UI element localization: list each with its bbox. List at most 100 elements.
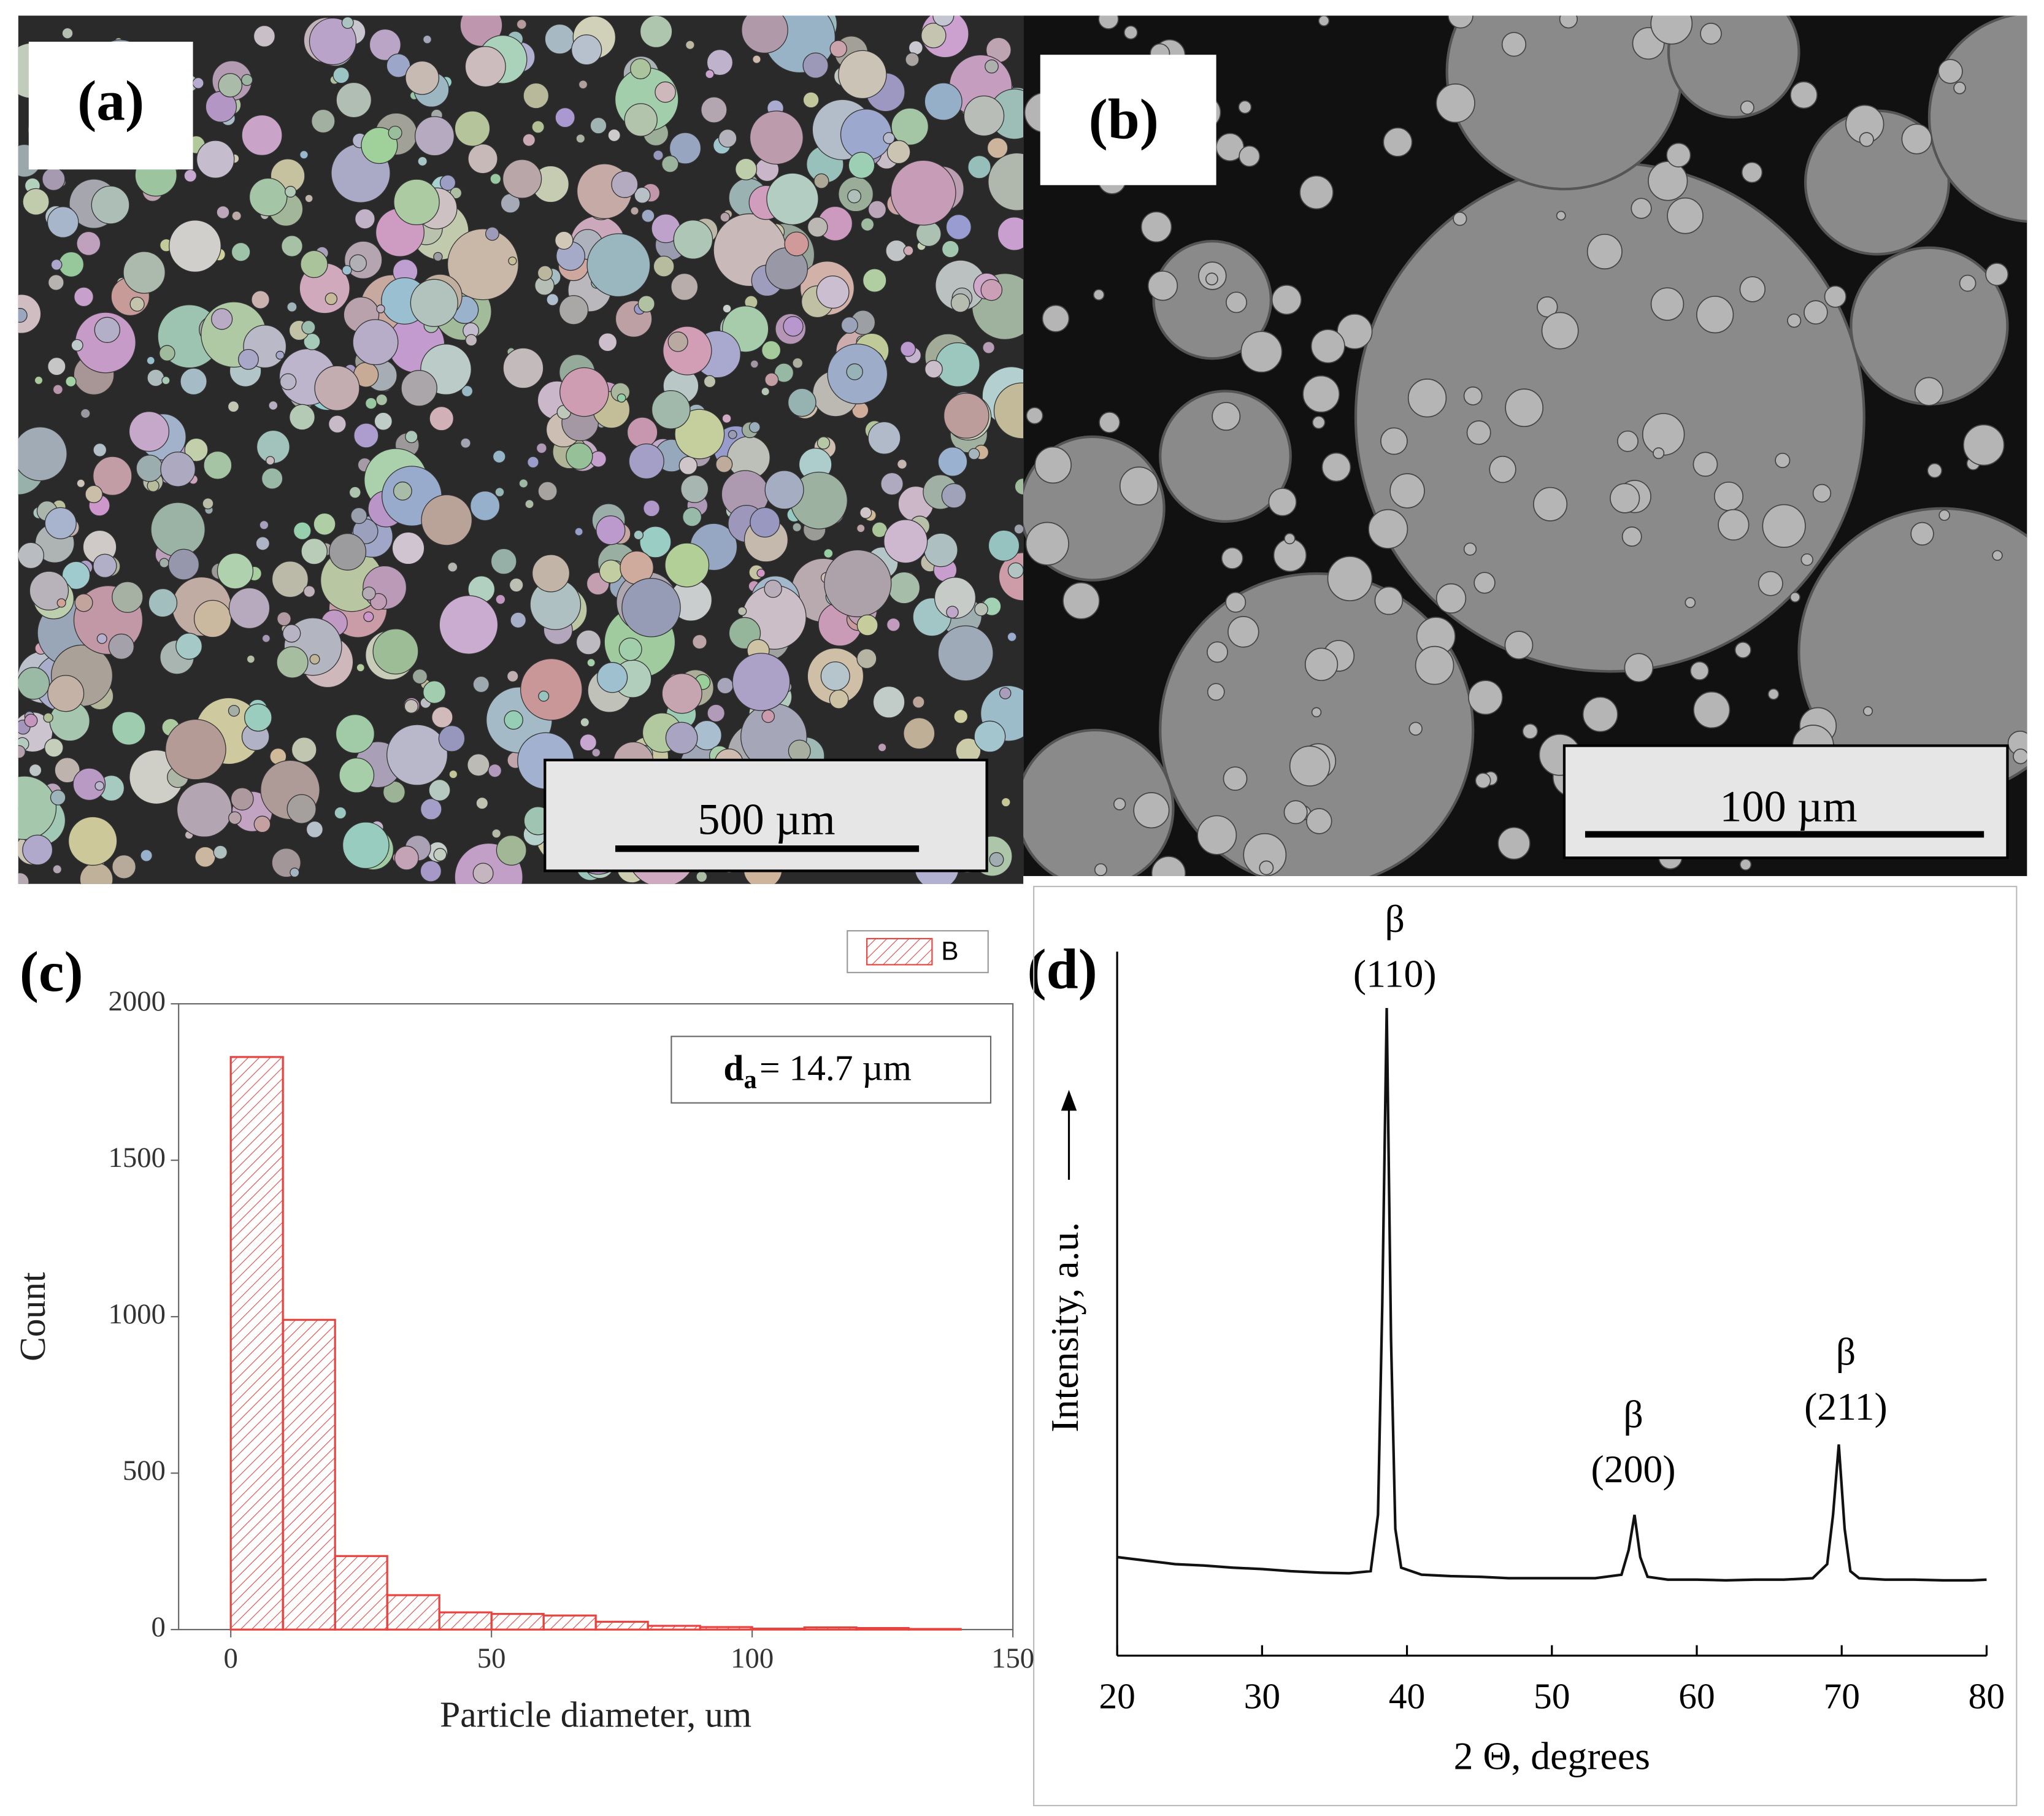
particle — [880, 472, 904, 496]
particle — [352, 319, 399, 366]
particle — [1212, 402, 1241, 431]
particle — [1312, 415, 1326, 429]
particle — [1953, 82, 1966, 94]
scale-box — [544, 758, 988, 872]
particle — [967, 155, 991, 179]
particle — [301, 537, 328, 565]
particle — [924, 360, 943, 379]
particle — [300, 250, 328, 279]
particle — [1689, 661, 1710, 680]
particle — [516, 19, 527, 30]
particle — [665, 721, 698, 755]
particle — [341, 16, 354, 29]
particle — [393, 481, 412, 501]
particle — [72, 768, 106, 801]
particle — [937, 447, 968, 477]
particle — [492, 450, 506, 464]
particle — [945, 214, 972, 240]
particle — [641, 209, 655, 223]
particle — [34, 375, 44, 385]
particle — [728, 429, 737, 439]
y-tick-label: 500 — [123, 1455, 166, 1487]
particle — [271, 561, 309, 598]
particle — [886, 617, 901, 632]
particle — [1062, 582, 1100, 620]
particle — [750, 360, 759, 369]
particle — [74, 287, 94, 307]
particle — [439, 595, 499, 655]
particle — [1098, 15, 1119, 29]
particle — [1283, 800, 1308, 825]
particle — [1800, 553, 1813, 566]
particle — [339, 757, 375, 793]
particle — [1228, 616, 1259, 648]
particle — [1713, 481, 1744, 512]
particle — [950, 293, 970, 313]
particle — [692, 634, 707, 650]
particle — [374, 412, 393, 431]
particle — [350, 507, 367, 525]
particle — [1504, 631, 1534, 660]
particle — [1616, 430, 1639, 452]
particle — [921, 23, 947, 48]
particle — [1304, 647, 1339, 682]
x-axis-label: Particle diameter, um — [440, 1694, 751, 1734]
particle — [241, 114, 283, 156]
particle — [140, 849, 153, 862]
particle — [520, 658, 583, 721]
scale-label: 500 µm — [697, 795, 835, 844]
particle — [202, 498, 214, 510]
particle — [1985, 263, 2009, 287]
particle — [718, 129, 737, 148]
particle — [438, 725, 466, 752]
particle — [433, 252, 443, 262]
particle — [838, 50, 887, 99]
particle — [353, 423, 379, 448]
peak-phase: β — [1623, 1393, 1643, 1436]
particle — [1147, 271, 1178, 301]
particle — [985, 59, 999, 74]
particle — [586, 233, 651, 298]
particle — [1001, 797, 1011, 807]
particle — [349, 254, 367, 272]
particle — [244, 703, 272, 732]
particle — [591, 748, 601, 758]
particle — [1475, 772, 1491, 789]
particle — [1238, 100, 1252, 114]
particle — [50, 259, 63, 271]
particle — [1099, 412, 1121, 433]
particle — [932, 15, 955, 27]
particle — [47, 206, 79, 238]
particle — [1758, 571, 1783, 596]
particle — [136, 455, 163, 482]
particle — [761, 340, 782, 360]
particle — [218, 73, 243, 98]
particle — [596, 515, 626, 545]
particle — [276, 646, 309, 679]
particle — [507, 670, 519, 682]
particle — [386, 53, 411, 78]
particle — [989, 852, 1004, 867]
particle — [558, 295, 589, 325]
particle — [313, 512, 336, 536]
particle — [355, 208, 375, 229]
particle — [286, 794, 317, 824]
particle — [255, 536, 270, 551]
particle — [1306, 808, 1332, 834]
particle — [859, 506, 872, 519]
particle — [1901, 123, 1932, 155]
bar — [542, 1614, 597, 1631]
particle — [722, 304, 732, 314]
particle — [1318, 15, 1330, 27]
particle — [1533, 487, 1568, 521]
x-tick-label: 0 — [223, 1642, 237, 1674]
particle — [1859, 132, 1874, 147]
particle — [980, 279, 1003, 301]
particle — [953, 709, 969, 724]
particle — [653, 255, 675, 277]
particle — [112, 854, 136, 879]
particle — [523, 82, 550, 109]
y-axis-label: Count — [12, 1272, 53, 1361]
particle — [363, 611, 374, 622]
